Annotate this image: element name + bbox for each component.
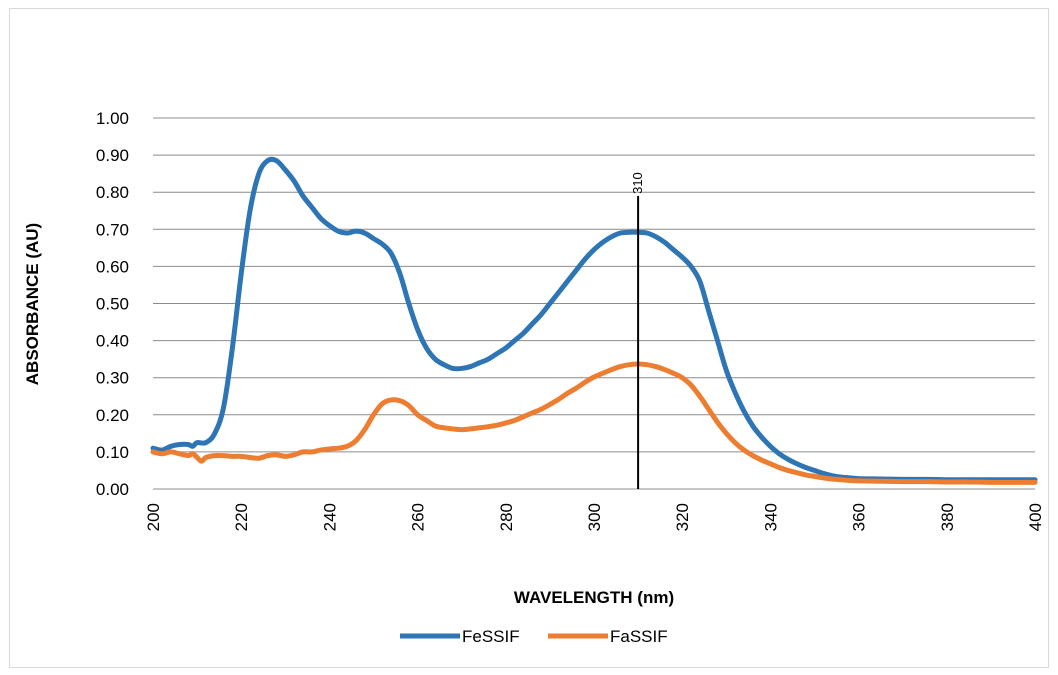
x-tick-label: 300 [585, 503, 604, 531]
legend-label-fassif: FaSSIF [610, 627, 668, 646]
x-tick-label: 380 [938, 503, 957, 531]
annotation: 310 [630, 172, 645, 489]
y-tick-label: 0.20 [96, 406, 129, 425]
y-tick-label: 0.60 [96, 257, 129, 276]
x-tick-label: 280 [497, 503, 516, 531]
y-axis-title: ABSORBANCE (AU) [23, 223, 42, 385]
legend: FeSSIF FaSSIF [400, 627, 668, 646]
x-tick-label: 260 [409, 503, 428, 531]
y-tick-label: 0.50 [96, 295, 129, 314]
y-tick-labels: 0.00 0.10 0.20 0.30 0.40 0.50 0.60 0.70 0.80 0.90… [96, 109, 129, 499]
legend-label-fessif: FeSSIF [462, 627, 520, 646]
x-tick-label: 320 [673, 503, 692, 531]
x-tick-label: 200 [144, 503, 163, 531]
y-tick-label: 0.90 [96, 146, 129, 165]
x-tick-label: 340 [761, 503, 780, 531]
x-tick-labels: 200 220 240 260 280 300 320 340 360 380 400 [144, 503, 1045, 531]
y-tick-label: 0.40 [96, 332, 129, 351]
y-tick-label: 0.70 [96, 220, 129, 239]
y-tick-label: 0.00 [96, 480, 129, 499]
y-tick-label: 0.80 [96, 183, 129, 202]
series-line-fessif [150, 156, 1038, 483]
x-tick-label: 220 [232, 503, 251, 531]
y-tick-label: 1.00 [96, 109, 129, 128]
series-line-fassif [150, 361, 1038, 485]
y-tick-label: 0.30 [96, 369, 129, 388]
series-lines [150, 156, 1038, 485]
x-tick-label: 360 [850, 503, 869, 531]
x-tick-label: 240 [320, 503, 339, 531]
x-axis-title: WAVELENGTH (nm) [514, 588, 674, 607]
x-tick-label: 400 [1026, 503, 1045, 531]
annotation-label: 310 [630, 172, 645, 194]
y-tick-label: 0.10 [96, 443, 129, 462]
